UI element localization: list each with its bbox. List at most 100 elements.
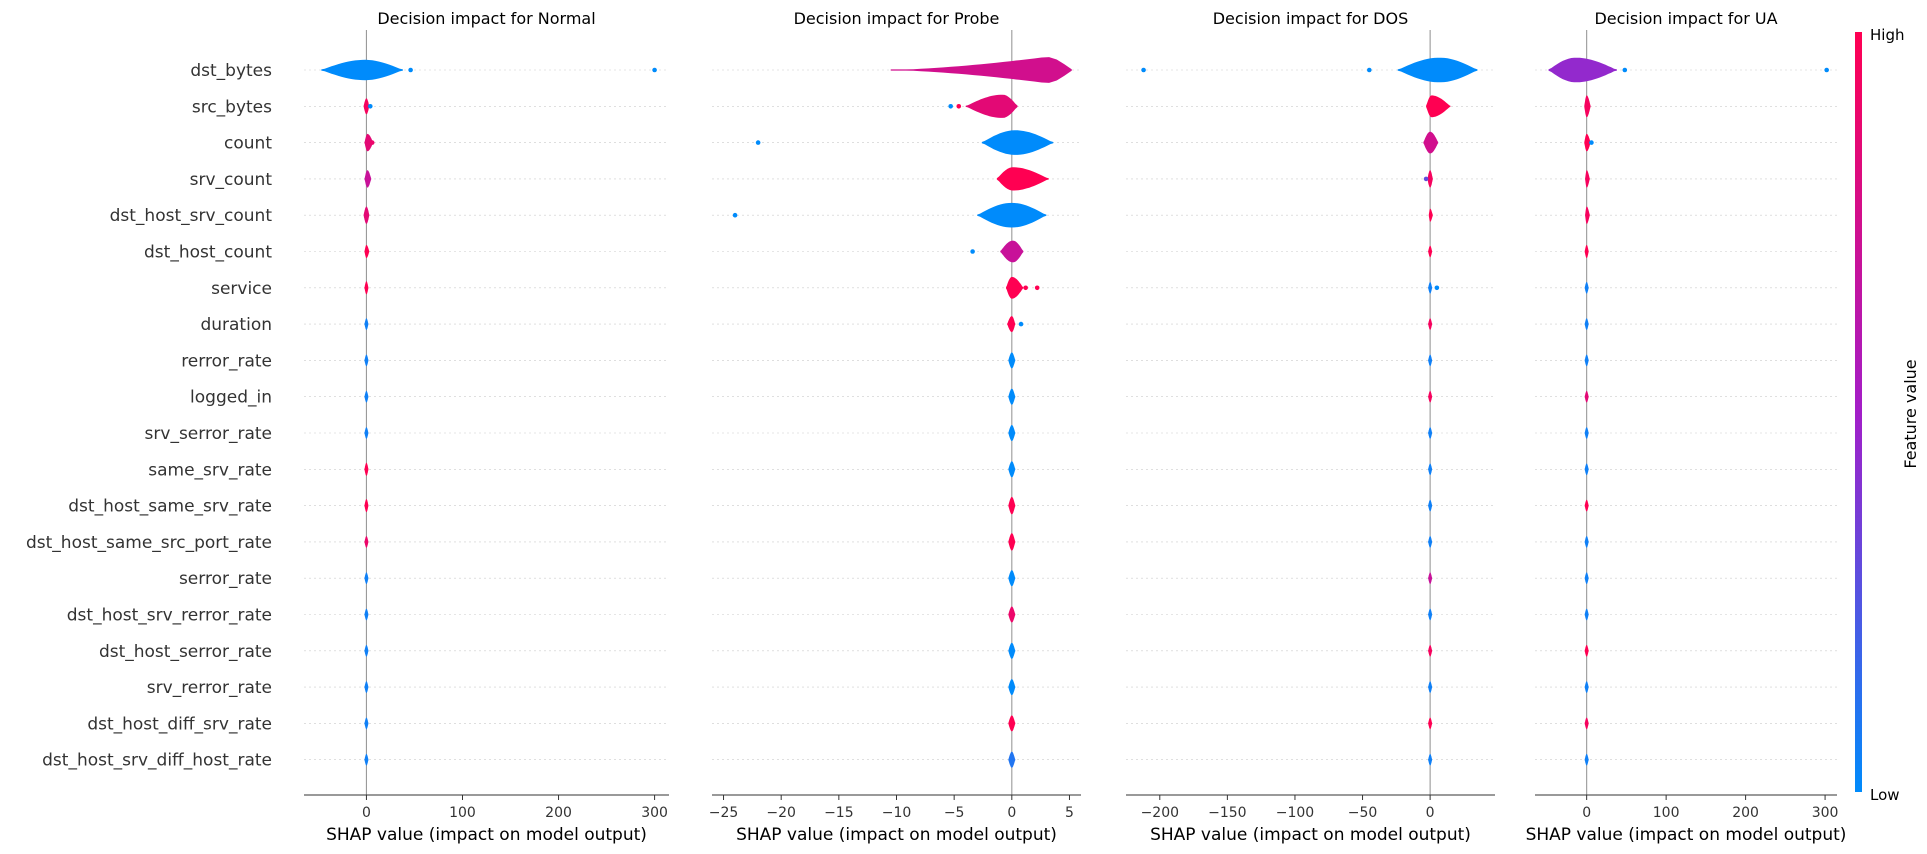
- violin-service: [1428, 282, 1433, 294]
- x-tick-label: 0: [1426, 805, 1435, 821]
- outlier-point: [1023, 285, 1028, 291]
- outlier-point: [1622, 67, 1628, 73]
- outlier-point: [367, 104, 373, 109]
- x-tick-label: 300: [1812, 805, 1839, 821]
- violin-duration: [1428, 318, 1433, 330]
- outlier-point: [652, 67, 657, 73]
- x-axis-label: SHAP value (impact on model output): [1150, 825, 1471, 845]
- feature-label: dst_host_srv_rerror_rate: [67, 606, 272, 626]
- feature-label: dst_host_serror_rate: [99, 642, 272, 662]
- panel-title: Decision impact for UA: [1594, 9, 1777, 28]
- violin-dst_bytes: [1548, 57, 1617, 83]
- feature-label: dst_bytes: [190, 61, 272, 81]
- violin-dst_bytes: [890, 57, 1072, 83]
- violin-service: [1584, 282, 1589, 294]
- violin-dst_host_same_srv_rate: [1008, 496, 1016, 515]
- x-tick-label: 100: [1653, 805, 1680, 821]
- violin-dst_host_diff_srv_rate: [1584, 717, 1589, 730]
- x-tick-label: 0: [1007, 805, 1016, 821]
- outlier-point: [1589, 140, 1594, 145]
- violin-dst_host_same_src_port_rate: [364, 536, 369, 548]
- violin-count: [981, 130, 1054, 155]
- x-tick-label: −25: [709, 805, 739, 821]
- violin-same_srv_rate: [364, 462, 369, 476]
- x-tick-label: −5: [944, 805, 965, 821]
- violin-dst_host_srv_count: [363, 206, 370, 224]
- x-tick-label: 200: [1732, 805, 1759, 821]
- violin-serror_rate: [1008, 570, 1016, 587]
- x-tick-label: −200: [1141, 805, 1179, 821]
- violin-dst_host_srv_diff_host_rate: [364, 753, 369, 766]
- violin-src_bytes: [363, 98, 370, 115]
- feature-label: dst_host_count: [144, 243, 272, 263]
- violin-rerror_rate: [1584, 354, 1589, 367]
- violin-src_bytes: [965, 94, 1018, 118]
- violin-serror_rate: [1428, 572, 1433, 584]
- violin-duration: [1007, 316, 1016, 333]
- colorbar-low-label: Low: [1870, 786, 1900, 804]
- outlier-point: [1824, 67, 1829, 73]
- colorbar-gradient: [1855, 32, 1862, 792]
- violin-duration: [364, 318, 369, 330]
- panel-3: Decision impact for DOS −200 −150 −100 −50 0 S…: [1126, 9, 1495, 845]
- outlier-point: [1141, 67, 1146, 73]
- outlier-point: [1434, 285, 1440, 291]
- violin-same_srv_rate: [1584, 463, 1589, 476]
- violin-src_bytes: [1584, 95, 1591, 118]
- feature-label: rerror_rate: [181, 351, 272, 371]
- violin-service: [1006, 276, 1024, 299]
- x-tick-label: −150: [1208, 805, 1246, 821]
- x-axis-label: SHAP value (impact on model output): [1526, 825, 1847, 845]
- violin-srv_serror_rate: [1584, 427, 1589, 439]
- violin-dst_host_same_src_port_rate: [1008, 533, 1016, 551]
- x-axis-label: SHAP value (impact on model output): [326, 825, 647, 845]
- feature-label: srv_serror_rate: [145, 424, 272, 444]
- outlier-point: [1366, 67, 1372, 73]
- feature-label: srv_count: [190, 170, 273, 190]
- violin-dst_host_same_srv_rate: [1428, 499, 1433, 512]
- violin-dst_host_srv_rerror_rate: [1428, 608, 1433, 621]
- x-tick-label: −100: [1276, 805, 1314, 821]
- violin-duration: [1584, 318, 1589, 330]
- outlier-point: [948, 104, 953, 109]
- feature-label: dst_host_same_src_port_rate: [26, 533, 272, 553]
- violin-srv_rerror_rate: [1428, 681, 1433, 693]
- violin-service: [364, 281, 369, 295]
- violin-srv_rerror_rate: [364, 681, 369, 693]
- feature-label: dst_host_diff_srv_rate: [87, 714, 272, 734]
- x-tick-label: 300: [641, 805, 668, 821]
- x-tick-label: 0: [1582, 805, 1591, 821]
- x-tick-label: −15: [824, 805, 854, 821]
- feature-label: dst_host_srv_count: [110, 206, 273, 226]
- violin-serror_rate: [1584, 572, 1589, 584]
- violin-logged_in: [364, 390, 369, 403]
- violin-src_bytes: [1426, 95, 1451, 118]
- colorbar-high-label: High: [1870, 26, 1904, 44]
- panel-title: Decision impact for DOS: [1213, 9, 1409, 28]
- violin-dst_host_same_src_port_rate: [1584, 536, 1589, 548]
- violin-dst_host_same_srv_rate: [1584, 499, 1589, 512]
- violin-srv_rerror_rate: [1584, 681, 1589, 693]
- feature-label: srv_rerror_rate: [147, 678, 272, 698]
- violin-dst_host_count: [364, 245, 370, 258]
- x-tick-label: −50: [1348, 805, 1378, 821]
- violin-dst_bytes: [1397, 57, 1478, 83]
- violin-dst_host_diff_srv_rate: [1428, 717, 1433, 730]
- panel-title: Decision impact for Normal: [377, 9, 595, 28]
- feature-label: dst_host_srv_diff_host_rate: [42, 751, 272, 771]
- feature-label: same_srv_rate: [148, 460, 272, 480]
- violin-dst_host_srv_rerror_rate: [1584, 608, 1589, 621]
- x-tick-label: 0: [362, 805, 371, 821]
- violin-dst_host_count: [1000, 240, 1024, 263]
- violin-dst_host_srv_rerror_rate: [1008, 606, 1016, 623]
- violin-dst_host_srv_diff_host_rate: [1584, 753, 1589, 766]
- violin-srv_count: [1427, 170, 1433, 188]
- violin-srv_count: [364, 170, 372, 188]
- violin-rerror_rate: [1428, 354, 1433, 367]
- violin-srv_serror_rate: [1428, 427, 1433, 439]
- violin-dst_host_srv_count: [977, 202, 1047, 228]
- outlier-point: [1034, 285, 1040, 291]
